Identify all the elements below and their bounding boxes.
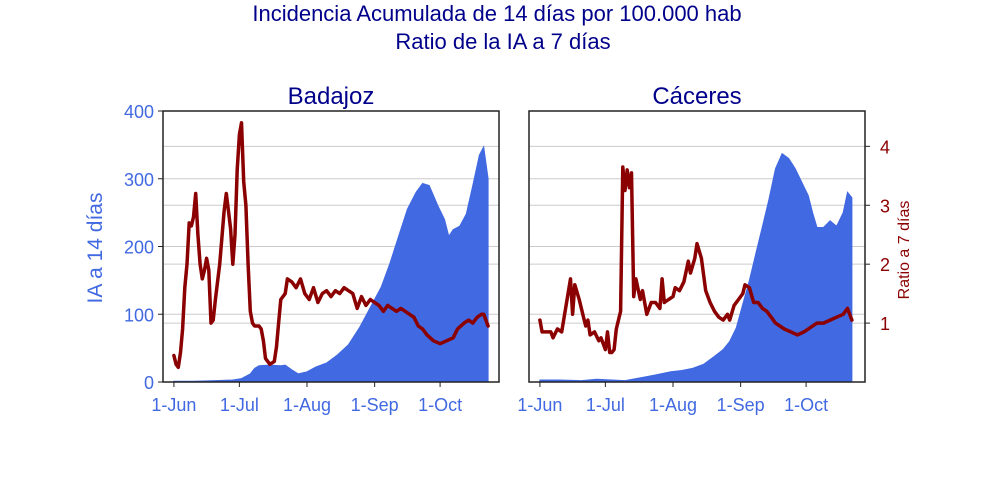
chart-title-line-1: Incidencia Acumulada de 14 días por 100.… <box>252 1 741 26</box>
y2-tick-label: 4 <box>880 137 890 157</box>
panel-title-0: Badajoz <box>288 83 375 110</box>
x-tick-label: 1-Sep <box>717 395 765 415</box>
x-tick-label: 1-Aug <box>649 395 697 415</box>
chart-title-line-2: Ratio de la IA a 7 días <box>395 29 610 54</box>
x-tick-label: 1-Jun <box>517 395 562 415</box>
y-axis-label: IA a 14 días <box>84 193 107 304</box>
y-tick-label: 300 <box>124 170 154 190</box>
ratio-line-0 <box>172 121 490 370</box>
ia-area-0 <box>173 145 489 383</box>
y2-tick-label: 2 <box>880 255 890 275</box>
panel-frame-1 <box>528 110 866 383</box>
y-tick-label: 100 <box>124 305 154 325</box>
x-tick-label: 1-Jul <box>220 395 259 415</box>
x-tick-label: 1-Jul <box>586 395 625 415</box>
ratio-line-1 <box>538 165 854 355</box>
y2-tick-label: 1 <box>880 314 890 334</box>
panel-title-1: Cáceres <box>652 83 741 110</box>
y-tick-label: 400 <box>124 102 154 122</box>
x-tick-label: 1-Oct <box>418 395 462 415</box>
y-tick-label: 0 <box>144 373 154 393</box>
y-tick-label: 200 <box>124 238 154 258</box>
ia-area-1 <box>539 152 853 383</box>
x-tick-label: 1-Aug <box>283 395 331 415</box>
y2-tick-label: 3 <box>880 196 890 216</box>
x-tick-label: 1-Jun <box>151 395 196 415</box>
panel-caceres: Cáceres 1-Jun 1-Jul 1-Aug 1-Sep 1-Oct 1 2 3 4 <box>517 83 890 415</box>
x-tick-label: 1-Sep <box>351 395 399 415</box>
panel-badajoz: Badajoz 1-Jun 1-Jul 1-Aug 1-Sep 1-Oct 0 100 200 3… <box>124 83 500 415</box>
x-tick-label: 1-Oct <box>784 395 828 415</box>
y2-axis-label: Ratio a 7 días <box>896 201 913 300</box>
